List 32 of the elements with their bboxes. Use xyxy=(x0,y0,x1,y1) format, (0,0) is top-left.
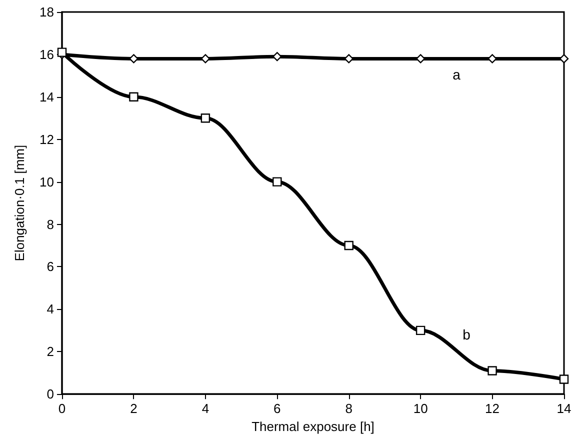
x-tick-label: 14 xyxy=(556,401,572,416)
y-tick-label: 2 xyxy=(46,344,54,360)
point xyxy=(129,92,138,102)
point xyxy=(272,52,282,62)
y-tick-label: 0 xyxy=(46,386,54,402)
point xyxy=(57,48,67,57)
point xyxy=(559,54,569,64)
point xyxy=(559,374,569,384)
y-axis-title: Elongation·0.1 [mm] xyxy=(12,144,27,262)
x-tick-label: 12 xyxy=(485,401,500,416)
x-axis-title: Thermal exposure [h] xyxy=(252,419,374,434)
x-tick-label: 4 xyxy=(202,401,210,416)
x-tick-label: 10 xyxy=(413,401,428,416)
y-tick-label: 12 xyxy=(40,132,54,147)
point xyxy=(272,177,282,186)
point xyxy=(344,240,354,250)
y-tick-label: 18 xyxy=(40,4,54,20)
point xyxy=(416,326,426,336)
x-tick-label: 6 xyxy=(274,401,281,416)
y-tick-label: 14 xyxy=(40,89,54,104)
y-tick-label: 4 xyxy=(46,302,54,317)
x-tick-label: 8 xyxy=(345,401,352,416)
x-tick-label: 0 xyxy=(58,401,66,416)
y-tick-label: 10 xyxy=(40,174,54,190)
point xyxy=(200,114,210,123)
series-label: b xyxy=(462,326,471,342)
y-tick-label: 16 xyxy=(40,46,54,62)
y-tick-label: 8 xyxy=(46,216,54,232)
series-label: a xyxy=(452,66,461,83)
point xyxy=(488,366,497,376)
y-tick-label: 6 xyxy=(46,259,54,274)
x-tick-label: 2 xyxy=(130,401,138,416)
